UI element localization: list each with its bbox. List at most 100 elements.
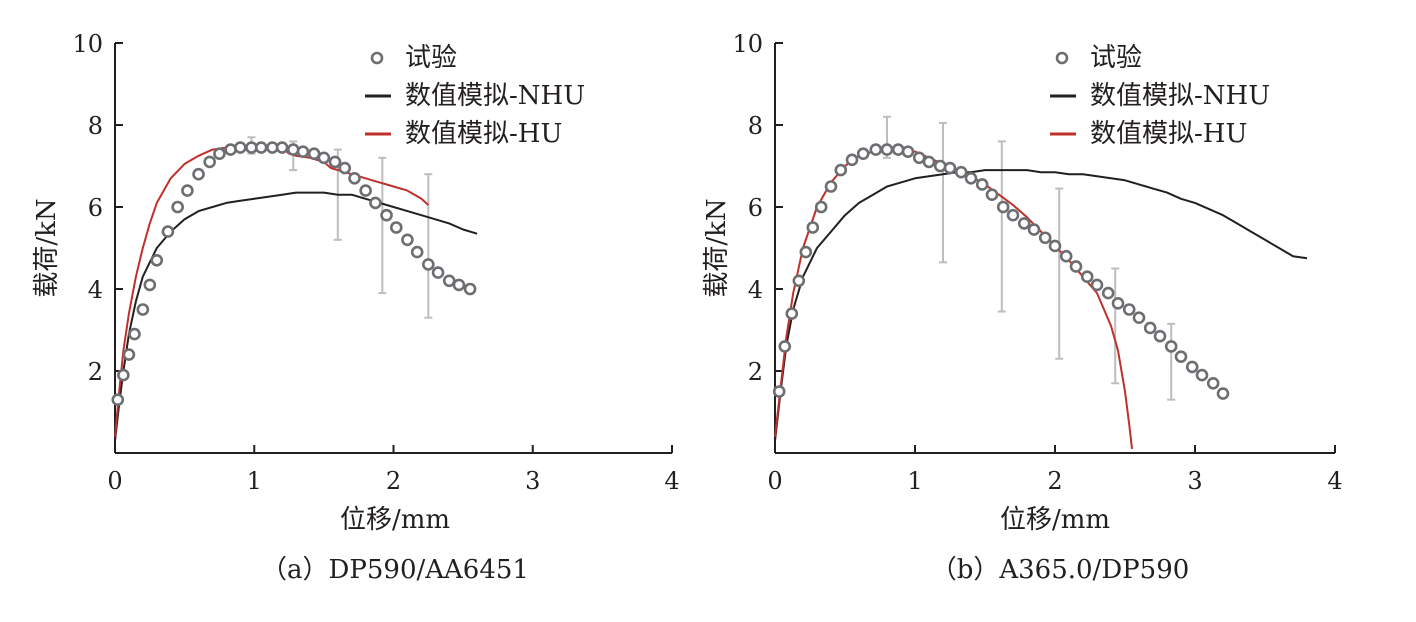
legend-item: 试验 xyxy=(370,43,457,73)
y-tick-label: 8 xyxy=(88,112,103,140)
data-point xyxy=(1143,321,1157,335)
data-point xyxy=(806,221,820,234)
legend-label: 数值模拟-HU xyxy=(405,119,562,149)
data-point xyxy=(192,167,205,181)
data-point xyxy=(348,172,361,185)
legend-item: 数值模拟-HU xyxy=(365,119,562,149)
data-point xyxy=(452,278,466,292)
error-bar xyxy=(424,173,433,319)
data-point xyxy=(380,208,393,222)
data-point xyxy=(369,196,382,210)
x-tick-label: 4 xyxy=(664,467,679,495)
data-point xyxy=(128,327,141,341)
data-point xyxy=(410,245,424,259)
data-point xyxy=(912,151,926,165)
data-point xyxy=(254,141,268,154)
data-point xyxy=(834,163,848,177)
data-point xyxy=(1174,350,1188,363)
data-point xyxy=(1153,329,1167,343)
chart-caption: （b）A365.0/DP590 xyxy=(931,555,1190,585)
y-tick-label: 2 xyxy=(88,358,103,386)
data-point xyxy=(1195,368,1209,382)
data-point xyxy=(1216,387,1230,400)
data-point xyxy=(824,180,838,193)
data-point xyxy=(150,253,164,267)
data-point xyxy=(203,155,216,169)
error-bar xyxy=(1111,267,1120,385)
data-point xyxy=(1080,270,1094,284)
data-point xyxy=(964,172,978,185)
data-point xyxy=(171,200,184,214)
legend-item: 试验 xyxy=(1055,43,1142,73)
y-tick-label: 4 xyxy=(88,276,103,304)
data-point xyxy=(463,282,477,296)
data-point xyxy=(117,368,130,382)
x-tick-label: 1 xyxy=(247,467,262,495)
data-point xyxy=(975,178,989,191)
x-tick-label: 4 xyxy=(1327,467,1342,495)
data-point xyxy=(891,143,905,156)
x-tick-label: 3 xyxy=(1187,467,1202,495)
data-point xyxy=(431,266,445,279)
legend-label: 数值模拟-NHU xyxy=(1090,81,1270,111)
legend-item: 数值模拟-NHU xyxy=(365,81,585,111)
data-point xyxy=(985,188,999,201)
x-axis-label: 位移/mm xyxy=(1000,505,1110,535)
x-tick-label: 1 xyxy=(907,467,922,495)
data-point xyxy=(901,145,915,158)
x-tick-label: 0 xyxy=(767,467,782,495)
data-point xyxy=(328,155,342,169)
y-tick-label: 2 xyxy=(748,358,763,386)
y-tick-label: 4 xyxy=(748,276,763,304)
y-tick-label: 6 xyxy=(748,194,763,222)
legend-label: 数值模拟-NHU xyxy=(405,81,585,111)
series-line-nhu xyxy=(774,169,1308,441)
data-point xyxy=(275,141,289,154)
data-point xyxy=(1017,217,1031,230)
error-bar xyxy=(939,121,947,264)
data-point xyxy=(1059,249,1073,263)
data-point xyxy=(869,143,883,156)
error-bar xyxy=(1055,187,1064,360)
data-point xyxy=(880,143,894,156)
data-point xyxy=(1206,376,1220,390)
data-point xyxy=(1069,260,1083,273)
legend-item: 数值模拟-HU xyxy=(1050,119,1247,149)
data-point xyxy=(922,155,936,169)
data-point xyxy=(136,303,150,316)
error-bar xyxy=(997,140,1006,313)
data-point xyxy=(111,393,125,407)
legend-label: 试验 xyxy=(1090,43,1142,73)
data-point xyxy=(933,159,947,173)
x-tick-label: 3 xyxy=(525,467,540,495)
series-line-nhu xyxy=(114,191,478,441)
data-point xyxy=(213,147,226,160)
data-point xyxy=(778,340,792,353)
data-point xyxy=(943,161,957,175)
x-axis-label: 位移/mm xyxy=(340,505,450,535)
chart-panel-a: 0 1 2 3 4 2 4 6 8 10 位移/mm 载荷/kN （a）DP590/AA6451 试验数值… xyxy=(32,30,680,585)
data-point xyxy=(1122,303,1136,316)
data-point xyxy=(1006,208,1020,222)
data-point xyxy=(317,151,331,165)
data-point xyxy=(161,225,175,238)
data-point xyxy=(296,145,310,158)
data-point xyxy=(845,153,859,167)
error-bar xyxy=(1167,322,1176,401)
error-bar xyxy=(378,156,387,295)
data-point xyxy=(1038,231,1052,245)
legend-item: 数值模拟-NHU xyxy=(1050,81,1270,111)
data-point xyxy=(792,274,806,288)
y-axis-label: 载荷/kN xyxy=(702,198,732,297)
series-test-markers xyxy=(772,143,1230,400)
data-point xyxy=(856,147,870,160)
data-point xyxy=(286,143,300,156)
data-point xyxy=(359,184,372,197)
legend-marker xyxy=(1055,51,1069,65)
data-point xyxy=(338,161,352,175)
y-axis-label: 载荷/kN xyxy=(32,198,62,297)
data-point xyxy=(814,200,828,214)
data-point xyxy=(389,221,403,234)
